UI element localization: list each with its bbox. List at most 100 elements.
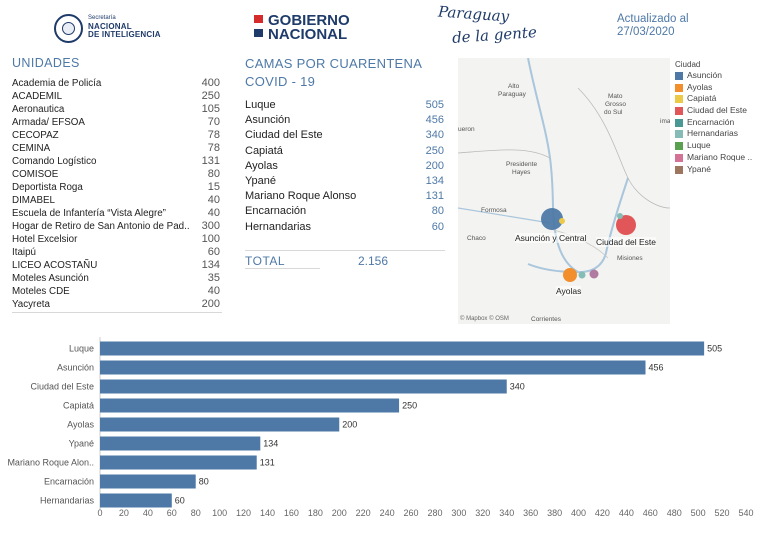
unidades-row[interactable]: Hogar de Retiro de San Antonio de Pad.. 3… xyxy=(12,220,222,233)
bar[interactable] xyxy=(100,455,257,470)
unidad-name: Moteles CDE xyxy=(12,286,70,297)
map-label: Corrientes xyxy=(531,316,561,323)
unidades-row[interactable]: Moteles CDE 40 xyxy=(12,285,222,298)
unidades-table: Academia de Policía 400 ACADEMIL 250 Aeron… xyxy=(12,77,222,311)
bar-value-label: 456 xyxy=(649,363,664,373)
map-panel[interactable]: Alto Paraguay Mato Grosso do Sul Preside… xyxy=(458,58,670,324)
map-marker-encarnacion xyxy=(578,271,586,279)
bar[interactable] xyxy=(100,436,261,451)
legend-item[interactable]: Luque xyxy=(675,140,767,152)
unidades-row[interactable]: Deportista Roga 15 xyxy=(12,181,222,194)
legend-item[interactable]: Capiatá xyxy=(675,93,767,105)
bar[interactable] xyxy=(100,474,196,489)
unidades-row[interactable]: Comando Logístico 131 xyxy=(12,155,222,168)
camas-row[interactable]: Ayolas 200 xyxy=(245,159,445,174)
legend-item[interactable]: Ciudad del Este xyxy=(675,105,767,117)
legend-label: Ypané xyxy=(687,163,711,174)
bar[interactable] xyxy=(100,341,705,356)
bar[interactable] xyxy=(100,379,507,394)
legend-swatch xyxy=(675,153,683,162)
camas-value: 200 xyxy=(425,159,444,172)
bar[interactable] xyxy=(100,417,340,432)
map-marker-asuncion xyxy=(541,208,563,230)
unidad-name: Aeronautica xyxy=(12,104,65,115)
sni-name-line1: NACIONAL xyxy=(88,22,132,31)
camas-table: Luque 505 Asunción 456 Ciudad del Este 340 … xyxy=(245,98,445,235)
unidad-value: 40 xyxy=(207,285,220,297)
unidades-row[interactable]: LICEO ACOSTAÑU 134 xyxy=(12,259,222,272)
unidades-row[interactable]: CEMINA 78 xyxy=(12,142,222,155)
category-label: Asunción xyxy=(57,363,94,373)
unidades-row[interactable]: Academia de Policía 400 xyxy=(12,77,222,90)
map-city-label-asuncion: Asunción y Central xyxy=(515,233,587,243)
x-tick-label: 320 xyxy=(475,508,490,518)
camas-city: Capiatá xyxy=(245,144,283,157)
camas-city: Ciudad del Este xyxy=(245,129,323,142)
bar[interactable] xyxy=(100,398,400,413)
unidad-name: Deportista Roga xyxy=(12,182,83,193)
bar[interactable] xyxy=(100,360,646,375)
unidad-value: 200 xyxy=(201,298,220,310)
x-tick-label: 260 xyxy=(404,508,419,518)
legend-swatch xyxy=(675,107,683,116)
camas-row[interactable]: Encarnación 80 xyxy=(245,204,445,219)
legend-item[interactable]: Mariano Roque .. xyxy=(675,152,767,164)
x-tick-label: 280 xyxy=(427,508,442,518)
unidades-row[interactable]: Moteles Asunción 35 xyxy=(12,272,222,285)
map-marker-ayolas xyxy=(563,268,577,282)
unidades-row[interactable]: COMISOE 80 xyxy=(12,168,222,181)
camas-row[interactable]: Hernandarias 60 xyxy=(245,220,445,235)
unidades-row[interactable]: CECOPAZ 78 xyxy=(12,129,222,142)
unidad-value: 105 xyxy=(201,103,220,115)
x-tick-label: 180 xyxy=(308,508,323,518)
camas-row[interactable]: Luque 505 xyxy=(245,98,445,113)
x-tick-label: 460 xyxy=(643,508,658,518)
camas-value: 60 xyxy=(431,220,444,233)
gobierno-red-square xyxy=(254,15,263,23)
unidades-row[interactable]: Yacyreta 200 xyxy=(12,298,222,311)
category-label: Mariano Roque Alon.. xyxy=(7,458,94,468)
map-marker-mariano-roque xyxy=(589,269,599,279)
unidad-name: Yacyreta xyxy=(12,299,50,310)
unidades-row[interactable]: Armada/ EFSOA 70 xyxy=(12,116,222,129)
unidad-name: ACADEMIL xyxy=(12,91,63,102)
x-tick-label: 540 xyxy=(738,508,753,518)
unidades-row[interactable]: Escuela de Infantería “Vista Alegre” 40 xyxy=(12,207,222,220)
camas-row[interactable]: Asunción 456 xyxy=(245,113,445,128)
unidades-row[interactable]: Aeronautica 105 xyxy=(12,103,222,116)
map-label: Formosa xyxy=(481,207,507,214)
unidad-value: 100 xyxy=(201,233,220,245)
unidades-row[interactable]: Itaipú 60 xyxy=(12,246,222,259)
camas-row[interactable]: Ypané 134 xyxy=(245,174,445,189)
legend-label: Encarnación xyxy=(687,116,735,127)
border-line xyxy=(458,149,551,159)
unidad-value: 400 xyxy=(201,77,220,89)
slogan-line2: de la gente xyxy=(451,23,538,47)
camas-value: 505 xyxy=(425,99,444,111)
unidad-value: 131 xyxy=(201,155,220,167)
unidad-name: Moteles Asunción xyxy=(12,273,89,284)
paraguay-river xyxy=(527,58,579,273)
legend-item[interactable]: Hernandarias xyxy=(675,128,767,140)
legend-item[interactable]: Encarnación xyxy=(675,117,767,129)
legend-item[interactable]: Ayolas xyxy=(675,82,767,94)
unidades-row[interactable]: ACADEMIL 250 xyxy=(12,90,222,103)
camas-row[interactable]: Ciudad del Este 340 xyxy=(245,128,445,143)
unidad-name: CEMINA xyxy=(12,143,51,154)
legend-item[interactable]: Asunción xyxy=(675,70,767,82)
legend-swatch xyxy=(675,118,683,127)
unidad-name: Academia de Policía xyxy=(12,78,102,89)
unidad-value: 134 xyxy=(201,259,220,271)
legend-item[interactable]: Ypané xyxy=(675,164,767,176)
bar[interactable] xyxy=(100,493,172,508)
legend-swatch xyxy=(675,142,683,151)
camas-row[interactable]: Mariano Roque Alonso 131 xyxy=(245,189,445,204)
camas-row[interactable]: Capiatá 250 xyxy=(245,144,445,159)
header: Secretaría NACIONAL DE INTELIGENCIA GOBI… xyxy=(0,0,770,50)
unidades-row[interactable]: DIMABEL 40 xyxy=(12,194,222,207)
camas-value: 80 xyxy=(431,205,444,218)
legend-title: Ciudad xyxy=(675,60,701,69)
category-label: Capiatá xyxy=(63,401,94,411)
border-line xyxy=(577,87,670,209)
unidades-row[interactable]: Hotel Excelsior 100 xyxy=(12,233,222,246)
